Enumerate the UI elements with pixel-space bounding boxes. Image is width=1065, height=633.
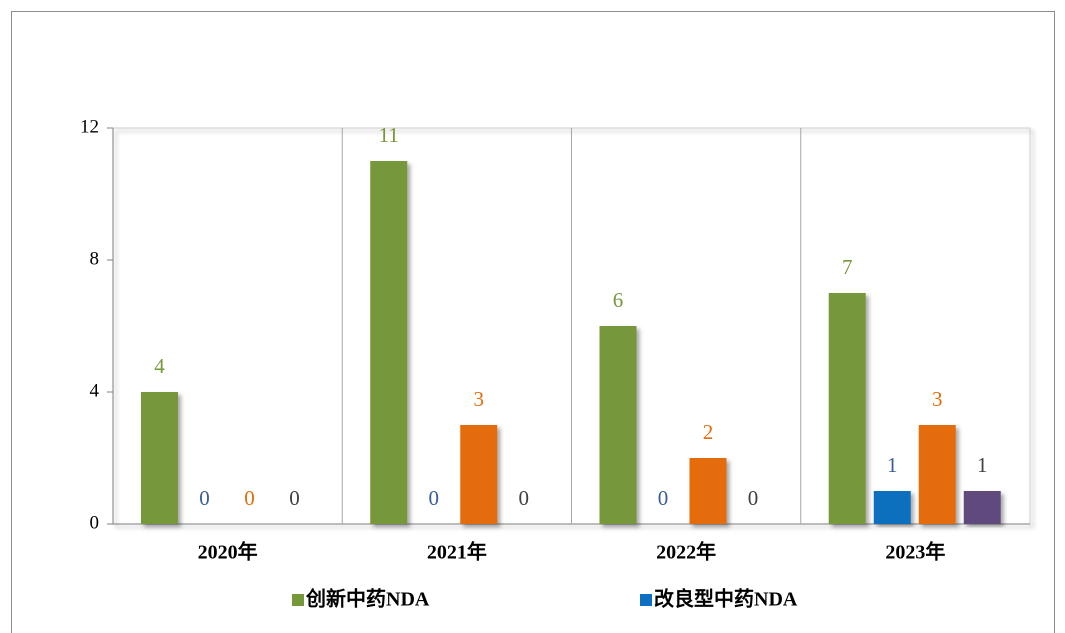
data-label: 1 bbox=[887, 453, 898, 477]
x-tick-label: 2020年 bbox=[198, 540, 258, 564]
legend-label: 改良型中药NDA bbox=[654, 587, 798, 611]
data-label: 11 bbox=[379, 123, 399, 147]
data-label: 7 bbox=[842, 255, 853, 279]
bar bbox=[460, 425, 498, 524]
data-label: 3 bbox=[474, 387, 485, 411]
data-label: 0 bbox=[658, 486, 669, 510]
data-label: 1 bbox=[977, 453, 988, 477]
data-label: 3 bbox=[932, 387, 943, 411]
data-label: 4 bbox=[154, 354, 165, 378]
data-label: 0 bbox=[519, 486, 530, 510]
bar bbox=[370, 161, 408, 524]
bar bbox=[599, 326, 637, 524]
bar bbox=[873, 491, 911, 524]
data-label: 0 bbox=[429, 486, 440, 510]
bar bbox=[828, 293, 866, 524]
legend-label: 创新中药NDA bbox=[305, 587, 430, 611]
bar bbox=[141, 392, 178, 524]
bar bbox=[963, 491, 1001, 524]
y-tick-label: 4 bbox=[90, 380, 100, 401]
legend-swatch bbox=[292, 594, 304, 606]
bar bbox=[918, 425, 956, 524]
data-label: 0 bbox=[199, 486, 210, 510]
data-label: 0 bbox=[244, 486, 255, 510]
y-tick-label: 0 bbox=[90, 512, 100, 533]
x-tick-label: 2023年 bbox=[885, 540, 945, 564]
x-tick-label: 2021年 bbox=[427, 540, 487, 564]
bar bbox=[689, 458, 727, 524]
x-tick-label: 2022年 bbox=[656, 540, 716, 564]
data-label: 0 bbox=[289, 486, 300, 510]
legend-swatch bbox=[640, 594, 652, 606]
data-label: 6 bbox=[613, 288, 624, 312]
data-label: 2 bbox=[703, 420, 714, 444]
data-label: 0 bbox=[748, 486, 759, 510]
y-tick-label: 8 bbox=[90, 248, 100, 269]
y-tick-label: 12 bbox=[80, 116, 99, 137]
chart-frame bbox=[11, 11, 1055, 633]
